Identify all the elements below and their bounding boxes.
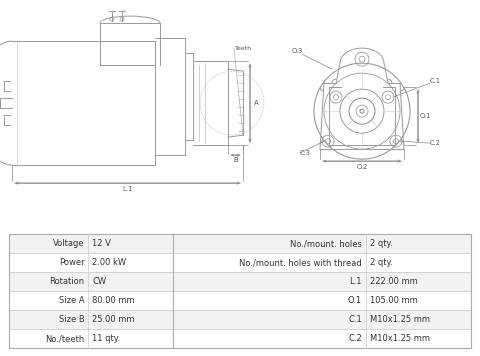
- Bar: [9, 329, 471, 348]
- Bar: [9, 272, 471, 291]
- Text: Power: Power: [59, 258, 84, 267]
- Text: Size A: Size A: [59, 296, 84, 305]
- Text: 2 qty.: 2 qty.: [370, 240, 393, 248]
- Bar: [9, 253, 471, 272]
- Text: C.1: C.1: [348, 315, 362, 324]
- Text: C.2: C.2: [348, 334, 362, 343]
- Bar: [9, 235, 471, 253]
- Text: 12 V: 12 V: [92, 240, 111, 248]
- Text: M10x1.25 mm: M10x1.25 mm: [370, 315, 430, 324]
- Text: L.1: L.1: [349, 277, 362, 286]
- Text: CW: CW: [92, 277, 107, 286]
- Text: Teeth: Teeth: [235, 46, 252, 51]
- Text: B: B: [233, 157, 238, 163]
- Text: O.1: O.1: [348, 296, 362, 305]
- Text: O.1: O.1: [420, 113, 431, 119]
- Text: 80.00 mm: 80.00 mm: [92, 296, 135, 305]
- Text: Rotation: Rotation: [49, 277, 84, 286]
- Text: O.3: O.3: [291, 48, 302, 54]
- Text: A: A: [253, 100, 258, 106]
- Bar: [9, 291, 471, 310]
- Text: 2.00 kW: 2.00 kW: [92, 258, 127, 267]
- Text: No./teeth: No./teeth: [45, 334, 84, 343]
- Text: 222.00 mm: 222.00 mm: [370, 277, 418, 286]
- Text: 2 qty.: 2 qty.: [370, 258, 393, 267]
- Text: No./mount. holes: No./mount. holes: [290, 240, 362, 248]
- Text: C.2: C.2: [430, 140, 441, 146]
- Bar: [9, 310, 471, 329]
- Text: C.3: C.3: [300, 150, 311, 156]
- Text: Size B: Size B: [59, 315, 84, 324]
- Text: Voltage: Voltage: [53, 240, 84, 248]
- Text: No./mount. holes with thread: No./mount. holes with thread: [239, 258, 362, 267]
- Text: 25.00 mm: 25.00 mm: [92, 315, 135, 324]
- Text: 105.00 mm: 105.00 mm: [370, 296, 418, 305]
- Text: L.1: L.1: [122, 186, 133, 192]
- Text: C.1: C.1: [430, 78, 441, 84]
- Text: M10x1.25 mm: M10x1.25 mm: [370, 334, 430, 343]
- Text: O.2: O.2: [356, 164, 368, 170]
- Text: 11 qty.: 11 qty.: [92, 334, 120, 343]
